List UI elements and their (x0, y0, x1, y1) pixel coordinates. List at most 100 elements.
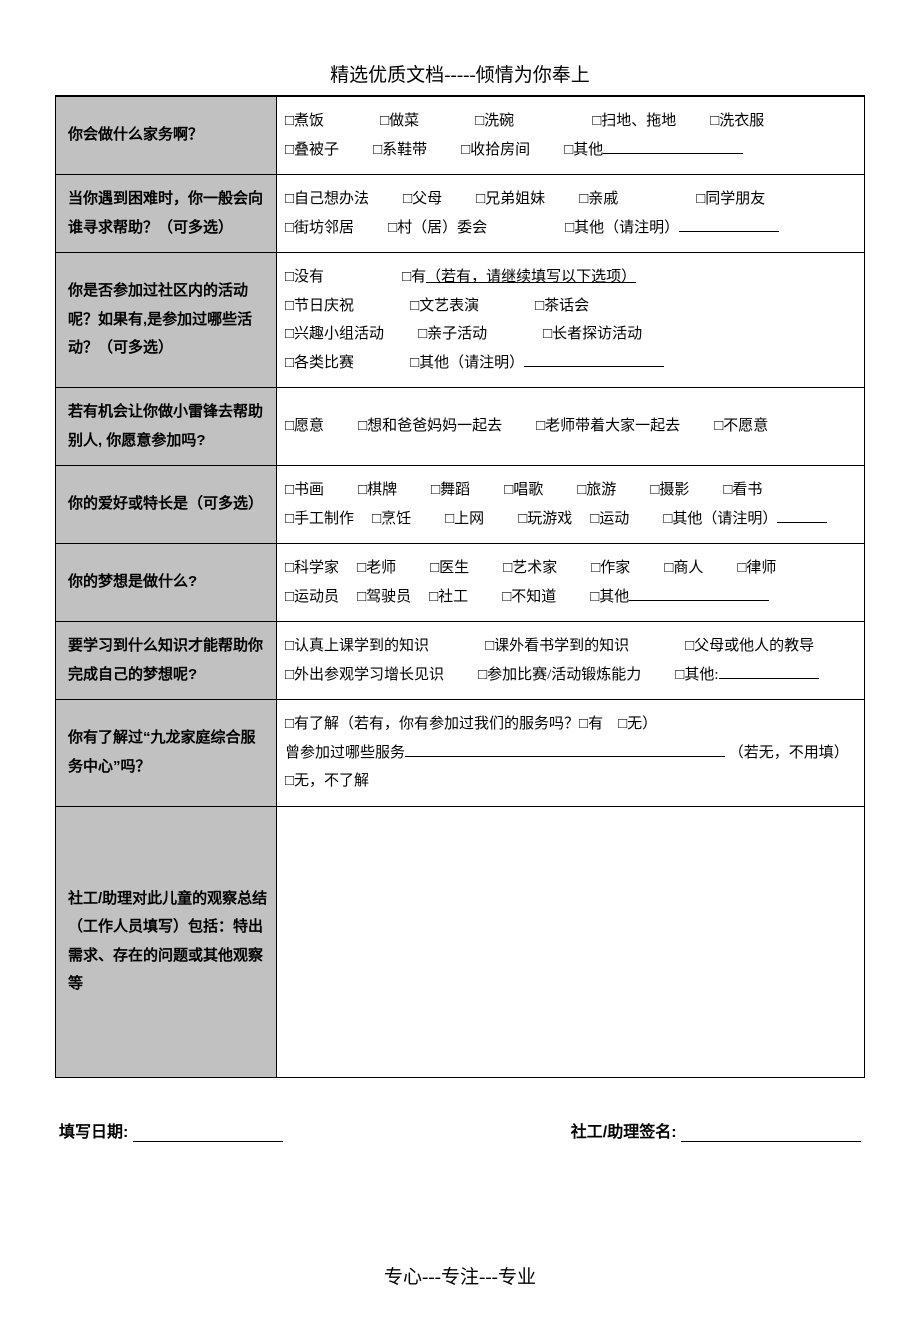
checkbox-option[interactable]: □亲戚 (579, 185, 618, 214)
survey-table: 你会做什么家务啊？ □煮饭 □做菜 □洗碗 □扫地、拖地 □洗衣服 □叠被子 □系鞋带 □收拾房… (55, 96, 865, 1078)
checkbox-option[interactable]: □旅游 (577, 476, 616, 505)
checkbox-option[interactable]: □文艺表演 (410, 292, 479, 321)
option-line: □科学家 □老师 □医生 □艺术家 □作家 □商人 □律师 (285, 554, 856, 583)
option-line: □叠被子 □系鞋带 □收拾房间 □其他 (285, 136, 856, 165)
checkbox-option[interactable]: □其他（请注明） (565, 214, 679, 243)
checkbox-option[interactable]: □唱歌 (504, 476, 543, 505)
checkbox-option[interactable]: □运动 (590, 505, 629, 534)
checkbox-option[interactable]: □上网 (445, 505, 484, 534)
option-line: □运动员 □驾驶员 □社工 □不知道 □其他 (285, 583, 856, 612)
checkbox-option[interactable]: □科学家 (285, 554, 339, 583)
checkbox-option[interactable]: □想和爸爸妈妈一起去 (358, 412, 502, 441)
checkbox-option[interactable]: □扫地、拖地 (592, 107, 676, 136)
checkbox-option[interactable]: □棋牌 (358, 476, 397, 505)
question-cell: 你会做什么家务啊？ (56, 97, 277, 175)
fill-blank[interactable] (777, 507, 827, 523)
option-line: □节日庆祝 □文艺表演 □茶话会 (285, 292, 856, 321)
checkbox-option[interactable]: □兄弟姐妹 (476, 185, 545, 214)
checkbox-option[interactable]: □玩游戏 (518, 505, 572, 534)
checkbox-option[interactable]: □长者探访活动 (543, 320, 642, 349)
answer-cell: □自己想办法 □父母 □兄弟姐妹 □亲戚 □同学朋友 □街坊邻居 □村（居）委会 □其他（请注… (277, 175, 865, 253)
checkbox-option[interactable]: □其他 (590, 583, 629, 612)
fill-blank[interactable] (405, 741, 725, 757)
sc-line3: □无，不了解 (285, 767, 856, 796)
checkbox-option[interactable]: □老师带着大家一起去 (536, 412, 680, 441)
checkbox-option[interactable]: □其他 (564, 136, 603, 165)
option-line: □自己想办法 □父母 □兄弟姐妹 □亲戚 □同学朋友 (285, 185, 856, 214)
answer-cell: □书画 □棋牌 □舞蹈 □唱歌 □旅游 □摄影 □看书 □手工制作 □烹饪 □上网 □玩游戏 □运动 □… (277, 466, 865, 544)
sc-line1: □有了解（若有，你有参加过我们的服务吗？□有 □无） (285, 710, 856, 739)
name-field: 社工/助理签名: (571, 1118, 861, 1142)
fill-blank[interactable] (679, 216, 779, 232)
fill-blank[interactable] (603, 138, 743, 154)
checkbox-option[interactable]: □父母 (403, 185, 442, 214)
checkbox-option[interactable]: □其他（请注明） (410, 349, 524, 378)
checkbox-option[interactable]: □手工制作 (285, 505, 354, 534)
option-line: □兴趣小组活动 □亲子活动 □长者探访活动 (285, 320, 856, 349)
checkbox-option[interactable]: □烹饪 (372, 505, 411, 534)
checkbox-option[interactable]: □作家 (591, 554, 630, 583)
checkbox-option[interactable]: □做菜 (380, 107, 419, 136)
checkbox-option[interactable]: □书画 (285, 476, 324, 505)
checkbox-option[interactable]: □有 (402, 263, 426, 292)
checkbox-option[interactable]: □驾驶员 (357, 583, 411, 612)
date-field: 填写日期: (59, 1118, 283, 1142)
checkbox-option[interactable]: □看书 (723, 476, 762, 505)
option-line: □愿意 □想和爸爸妈妈一起去 □老师带着大家一起去 □不愿意 (285, 412, 856, 441)
fill-blank[interactable] (524, 351, 664, 367)
checkbox-option[interactable]: □艺术家 (503, 554, 557, 583)
checkbox-option[interactable]: □洗衣服 (710, 107, 764, 136)
date-blank[interactable] (133, 1125, 283, 1142)
option-line: □认真上课学到的知识 □课外看书学到的知识 □父母或他人的教导 (285, 632, 856, 661)
checkbox-option[interactable]: □洗碗 (475, 107, 514, 136)
checkbox-option[interactable]: □老师 (357, 554, 396, 583)
checkbox-option[interactable]: □同学朋友 (696, 185, 765, 214)
checkbox-option[interactable]: □自己想办法 (285, 185, 369, 214)
answer-cell (277, 806, 865, 1077)
checkbox-option[interactable]: □医生 (430, 554, 469, 583)
checkbox-option[interactable]: □认真上课学到的知识 (285, 632, 429, 661)
checkbox-option[interactable]: □不知道 (502, 583, 556, 612)
checkbox-option[interactable]: □收拾房间 (461, 136, 530, 165)
signature-row: 填写日期: 社工/助理签名: (55, 1118, 865, 1142)
option-line: □煮饭 □做菜 □洗碗 □扫地、拖地 □洗衣服 (285, 107, 856, 136)
checkbox-option[interactable]: □其他（请注明） (663, 505, 777, 534)
checkbox-option[interactable]: □参加比赛/活动锻炼能力 (478, 661, 641, 690)
question-cell: 你的爱好或特长是（可多选） (56, 466, 277, 544)
checkbox-option[interactable]: □运动员 (285, 583, 339, 612)
checkbox-option[interactable]: □煮饭 (285, 107, 324, 136)
name-blank[interactable] (681, 1125, 861, 1142)
checkbox-option[interactable]: □兴趣小组活动 (285, 320, 384, 349)
checkbox-option[interactable]: □村（居）委会 (388, 214, 487, 243)
checkbox-option[interactable]: □愿意 (285, 412, 324, 441)
checkbox-option[interactable]: □系鞋带 (373, 136, 427, 165)
checkbox-option[interactable]: □父母或他人的教导 (685, 632, 814, 661)
doc-footer: 专心---专注---专业 (55, 1262, 865, 1289)
checkbox-option[interactable]: □舞蹈 (431, 476, 470, 505)
checkbox-option[interactable]: □节日庆祝 (285, 292, 354, 321)
option-line: □街坊邻居 □村（居）委会 □其他（请注明） (285, 214, 856, 243)
checkbox-option[interactable]: □街坊邻居 (285, 214, 354, 243)
checkbox-option[interactable]: □不愿意 (714, 412, 768, 441)
checkbox-option[interactable]: □课外看书学到的知识 (485, 632, 629, 661)
sc-line2: 曾参加过哪些服务 （若无，不用填） (285, 739, 856, 768)
fill-blank[interactable] (719, 663, 819, 679)
checkbox-option[interactable]: □社工 (429, 583, 468, 612)
question-cell: 你有了解过“九龙家庭综合服务中心”吗？ (56, 700, 277, 807)
checkbox-option[interactable]: □没有 (285, 263, 324, 292)
checkbox-option[interactable]: □其他: (675, 661, 718, 690)
checkbox-option[interactable]: □各类比赛 (285, 349, 354, 378)
doc-header: 精选优质文档-----倾情为你奉上 (55, 60, 865, 87)
checkbox-option[interactable]: □商人 (664, 554, 703, 583)
checkbox-option[interactable]: □叠被子 (285, 136, 339, 165)
fill-blank[interactable] (629, 585, 769, 601)
checkbox-option[interactable]: □摄影 (650, 476, 689, 505)
answer-cell: □有了解（若有，你有参加过我们的服务吗？□有 □无）曾参加过哪些服务 （若无，不… (277, 700, 865, 807)
question-cell: 你的梦想是做什么? (56, 544, 277, 622)
checkbox-option[interactable]: □亲子活动 (418, 320, 487, 349)
checkbox-option[interactable]: □律师 (737, 554, 776, 583)
checkbox-option[interactable]: □茶话会 (535, 292, 589, 321)
checkbox-option[interactable]: □外出参观学习增长见识 (285, 661, 444, 690)
answer-cell: □没有□有 （若有，请继续填写以下选项）□节日庆祝□文艺表演□茶话会□兴趣小组活… (277, 253, 865, 388)
question-cell: 要学习到什么知识才能帮助你完成自己的梦想呢? (56, 622, 277, 700)
